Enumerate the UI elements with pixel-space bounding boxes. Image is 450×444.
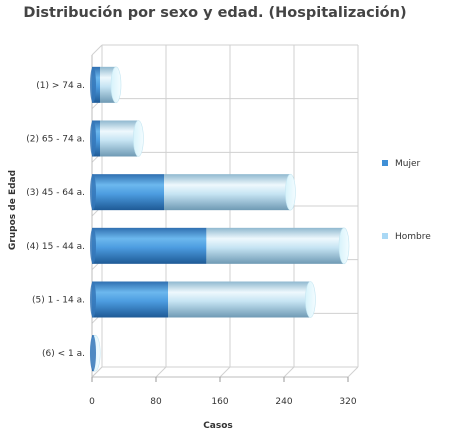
y-tick-label: (1) > 74 a. [36,81,85,91]
bar-start-cap-5 [90,281,96,318]
bar-start-cap-2 [90,120,96,157]
legend-swatch-hombre [382,233,388,239]
bar-hombre-4[interactable] [206,227,344,264]
bar-end-cap-5 [305,281,316,318]
x-tick-label: 320 [339,397,356,407]
legend-swatch-mujer [382,160,388,166]
bar-start-cap-6 [90,335,96,372]
x-tick-label: 240 [275,397,292,407]
legend-label-mujer[interactable]: Mujer [395,159,421,169]
bar-mujer-5[interactable] [92,281,168,318]
bar-hombre-3[interactable] [164,174,291,211]
bar-start-cap-3 [90,174,96,211]
floor-gridline [283,366,295,378]
bar-end-cap-1 [110,66,122,104]
floor-gridline [155,366,167,378]
legend-label-hombre[interactable]: Hombre [395,232,431,242]
wall-gridline [91,366,103,378]
y-tick-label: (4) 15 - 44 a. [26,242,85,252]
y-tick-label: (3) 45 - 64 a. [26,188,85,198]
floor-gridline [219,366,231,378]
y-tick-label: (6) < 1 a. [42,349,85,359]
bar-mujer-4[interactable] [92,227,207,264]
bar-end-cap-3 [285,173,296,211]
wall-gridline [91,44,103,56]
x-tick-label: 160 [211,397,228,407]
bar-end-cap-2 [133,120,144,157]
y-tick-label: (2) 65 - 74 a. [26,135,85,145]
bar-start-cap-4 [90,227,96,264]
floor-gridline [347,366,359,378]
chart-title: Distribución por sexo y edad. (Hospitali… [23,5,407,21]
x-tick-label: 0 [89,397,95,407]
x-tick-label: 80 [150,397,162,407]
y-tick-label: (5) 1 - 14 a. [32,296,85,306]
bar-mujer-3[interactable] [92,174,164,211]
bar-hombre-2[interactable] [100,120,139,157]
y-axis-title: Grupos de Edad [8,170,18,250]
x-axis-title: Casos [203,421,233,431]
bar-end-cap-4 [338,227,350,265]
bar-hombre-5[interactable] [168,281,311,318]
bar-start-cap-1 [90,66,96,103]
